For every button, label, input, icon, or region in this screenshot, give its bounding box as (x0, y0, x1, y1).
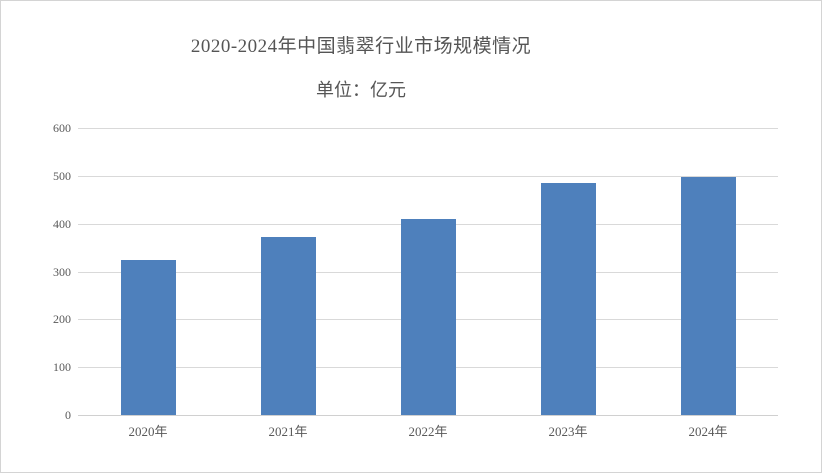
bar-2022年 (400, 218, 456, 415)
y-tick-label: 600 (53, 121, 71, 135)
bar-2024年 (680, 176, 736, 415)
x-axis: 2020年 2021年 2022年 2023年 2024年 (78, 421, 778, 440)
gridline (78, 175, 778, 177)
plot-area (78, 128, 778, 416)
y-tick-label: 400 (53, 216, 71, 231)
x-axis-label: 2020年 (128, 424, 168, 439)
chart-unit-label: 单位：亿元 (316, 80, 406, 100)
y-tick-label: 300 (53, 264, 71, 279)
y-tick-label: 0 (65, 408, 71, 422)
x-axis-label: 2022年 (408, 424, 448, 439)
x-axis-line (78, 415, 778, 416)
y-tick-label: 200 (53, 312, 71, 327)
bar-2023年 (540, 183, 596, 415)
x-axis-label: 2024年 (688, 424, 728, 439)
bar-2021年 (260, 236, 316, 415)
x-axis-label: 2023年 (548, 424, 588, 439)
y-tick-label: 100 (53, 360, 71, 375)
y-tick-label: 500 (53, 168, 71, 183)
x-axis-label: 2021年 (268, 424, 308, 439)
chart-title: 2020-2024年中国翡翠行业市场规模情况 (190, 36, 532, 57)
bar-2020年 (120, 259, 176, 415)
gridline (78, 128, 778, 129)
